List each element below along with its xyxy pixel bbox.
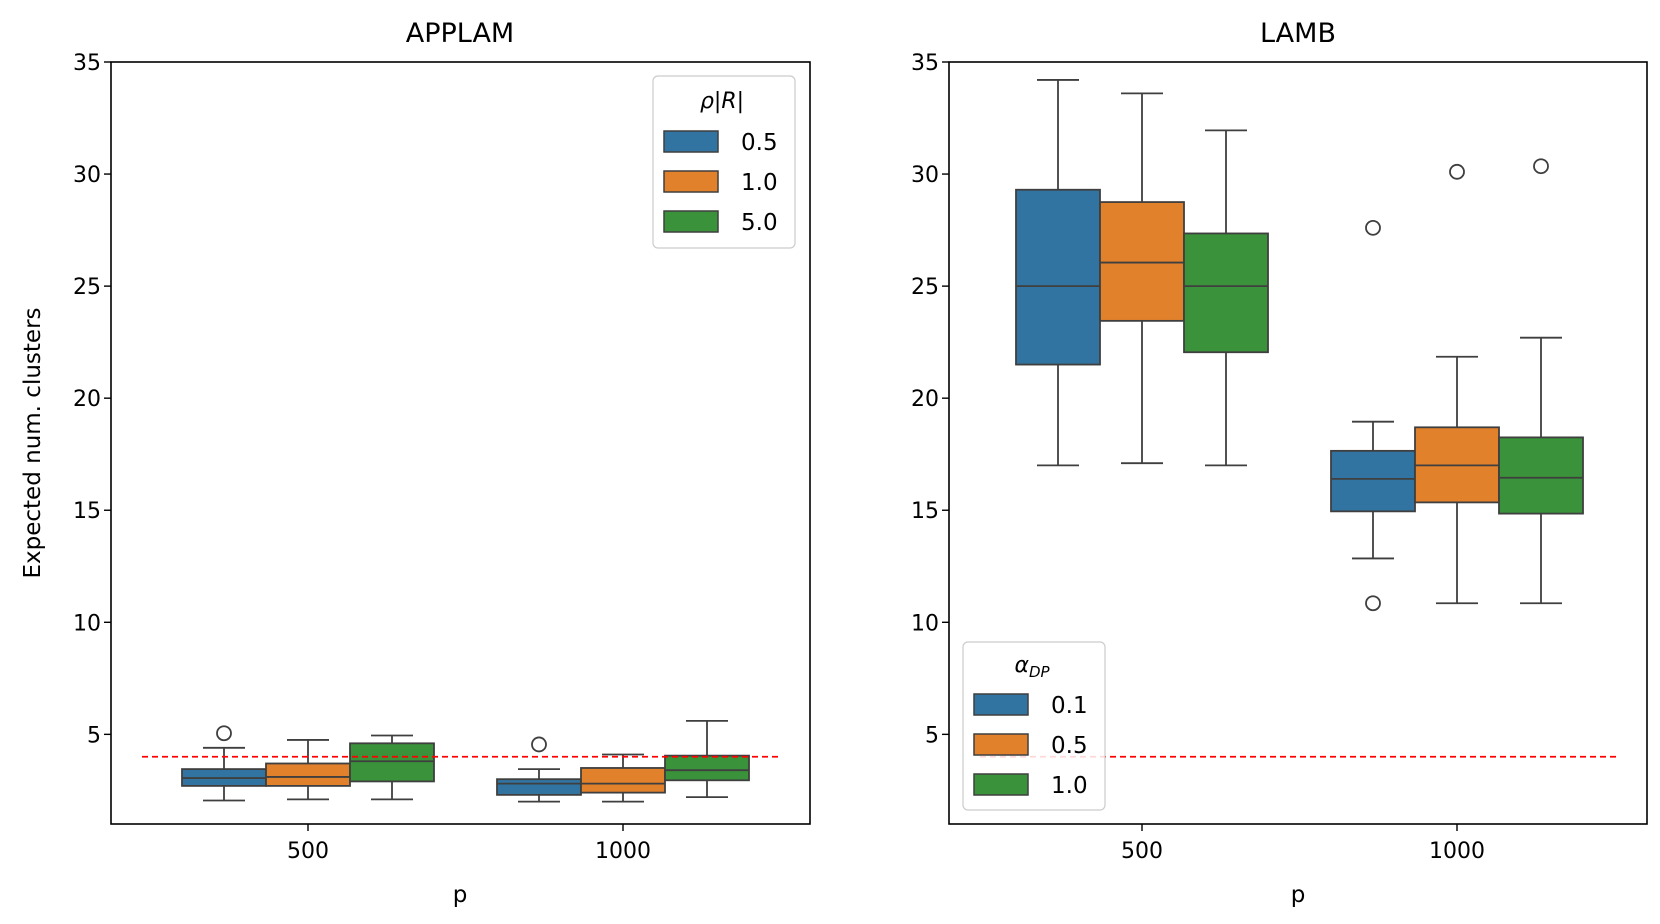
y-tick-label: 10 [73,611,101,636]
iqr-box [1498,436,1584,515]
axes-frame [110,61,811,825]
y-ticks: 5 10 15 20 25 30 35 [911,51,949,748]
panel-title: LAMB [1260,18,1336,49]
outlier-point [1449,163,1465,180]
panel-title: APPLAM [406,18,514,49]
x-ticks: 500 1000 [1121,824,1485,864]
y-tick-label: 15 [911,499,939,524]
legend-label: 1.0 [1051,773,1088,799]
panel-applam: APPLAM 5 10 15 20 25 30 35 500 1000 p Expected … [20,18,811,908]
x-axis-label: p [1291,882,1306,908]
plot-area [142,720,779,803]
y-tick-label: 30 [73,163,101,188]
plot-area [980,79,1616,758]
y-tick-label: 15 [73,499,101,524]
legend: ρ|R| 0.5 1.0 5.0 [652,75,796,249]
y-tick-label: 10 [911,611,939,636]
outlier-point [1365,595,1381,612]
legend-label: 0.1 [1051,693,1088,719]
legend-swatch [973,693,1029,716]
legend-swatch [973,773,1029,796]
box-1.0-1000 [1498,158,1584,605]
box-1.0-1000 [580,753,666,803]
box-5.0-500 [349,734,435,801]
box-0.5-500 [181,725,267,802]
y-ticks: 5 10 15 20 25 30 35 [73,51,111,748]
panel-lamb: LAMB 5 10 15 20 25 30 35 500 1000 p αDP 0.1 0.5… [911,18,1648,908]
iqr-box [1099,201,1185,322]
legend-swatch [973,733,1029,756]
legend-label: 0.5 [741,130,778,156]
legend-swatch [663,210,719,233]
y-tick-label: 35 [73,51,101,76]
legend-swatch [663,170,719,193]
iqr-box [496,778,582,796]
x-tick-label: 500 [287,839,329,864]
legend-frame [962,641,1106,811]
legend-label: 0.5 [1051,733,1088,759]
y-tick-label: 30 [911,163,939,188]
x-ticks: 500 1000 [287,824,651,864]
iqr-box [664,754,750,782]
y-tick-label: 5 [87,723,101,748]
legend-title: ρ|R| [700,89,744,114]
y-tick-label: 35 [911,51,939,76]
iqr-box [1015,188,1101,366]
legend-label: 5.0 [741,210,778,236]
iqr-box [265,762,351,787]
outlier-point [216,725,232,742]
iqr-box [1183,232,1269,354]
x-tick-label: 500 [1121,839,1163,864]
box-0.1-1000 [1330,219,1416,612]
legend-swatch [663,130,719,153]
legend-frame [652,75,796,249]
y-tick-label: 25 [73,275,101,300]
y-tick-label: 25 [911,275,939,300]
box-1.0-500 [265,739,351,801]
legend: αDP 0.1 0.5 1.0 [962,641,1106,811]
x-tick-label: 1000 [595,839,651,864]
iqr-box [1330,449,1416,513]
outlier-point [1365,219,1381,236]
box-1.0-500 [1183,129,1269,467]
y-tick-label: 20 [911,387,939,412]
box-0.5-1000 [496,736,582,803]
x-axis-label: p [453,882,468,908]
box-5.0-1000 [664,720,750,799]
iqr-box [580,767,666,794]
legend-label: 1.0 [741,170,778,196]
outlier-point [531,736,547,753]
y-axis-label: Expected num. clusters [20,307,46,578]
outlier-point [1533,158,1549,175]
iqr-box [349,742,435,783]
box-0.5-500 [1099,92,1185,465]
x-tick-label: 1000 [1429,839,1485,864]
box-0.1-500 [1015,79,1101,467]
axes-frame [948,61,1648,825]
y-tick-label: 20 [73,387,101,412]
y-tick-label: 5 [925,723,939,748]
box-0.5-1000 [1414,163,1500,605]
